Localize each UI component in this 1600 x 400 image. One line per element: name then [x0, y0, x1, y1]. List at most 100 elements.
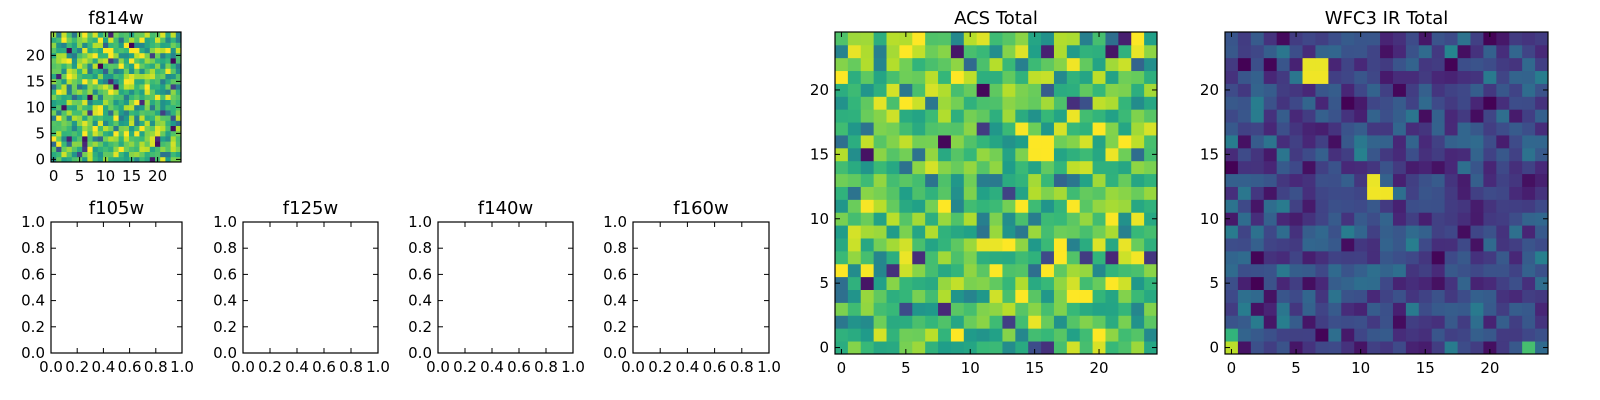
heatmap-cell	[1496, 341, 1510, 355]
heatmap-cell	[1263, 315, 1278, 329]
heatmap-cell	[113, 89, 119, 95]
heatmap-cell	[886, 225, 900, 239]
heatmap-cell	[61, 151, 67, 158]
heatmap-cell	[149, 58, 156, 64]
heatmap-cell	[1302, 328, 1316, 342]
heatmap-cell	[873, 160, 887, 175]
heatmap-cell	[108, 130, 114, 137]
heatmap-cell	[144, 120, 151, 126]
heatmap-cell	[1250, 225, 1265, 239]
heatmap-cell	[82, 99, 88, 106]
y-tick-label: 0.0	[213, 344, 237, 362]
heatmap-cell	[1028, 70, 1042, 84]
heatmap-cell	[938, 109, 952, 123]
heatmap-cell	[1496, 109, 1510, 123]
heatmap-cell	[77, 120, 83, 126]
heatmap-cell	[1341, 315, 1355, 329]
heatmap-cell	[1483, 109, 1497, 123]
heatmap-cell	[82, 73, 88, 80]
heatmap-cell	[1015, 57, 1029, 72]
heatmap-cell	[1470, 57, 1484, 72]
heatmap-cell	[1144, 44, 1158, 59]
heatmap-cell	[165, 32, 171, 38]
heatmap-cell	[925, 160, 939, 175]
heatmap-cell	[1470, 122, 1484, 136]
heatmap-cell	[1263, 212, 1278, 226]
heatmap-cell	[165, 99, 171, 106]
heatmap-cell	[175, 151, 182, 158]
heatmap-cell	[899, 44, 913, 59]
heatmap-cell	[925, 199, 939, 213]
heatmap-cell	[1367, 57, 1381, 72]
heatmap-cell	[1470, 289, 1484, 303]
heatmap-cell	[1079, 32, 1093, 46]
heatmap-cell	[71, 78, 78, 85]
heatmap-cell	[1509, 289, 1523, 303]
heatmap-cell	[1225, 109, 1239, 123]
heatmap-cell	[92, 136, 99, 142]
heatmap-cell	[160, 84, 166, 90]
heatmap-cell	[1105, 276, 1119, 290]
x-tick-label: 0.0	[621, 358, 645, 376]
heatmap-cell	[1522, 289, 1536, 303]
heatmap-cell	[87, 94, 93, 100]
heatmap-cell	[860, 212, 875, 226]
heatmap-cell	[1354, 96, 1368, 110]
heatmap-cell	[1444, 225, 1458, 239]
heatmap-cell	[1041, 341, 1055, 355]
heatmap-cell	[1289, 315, 1303, 329]
heatmap-cell	[71, 32, 78, 38]
heatmap-cell	[1405, 147, 1420, 162]
heatmap-cell	[1328, 212, 1342, 226]
heatmap-cell	[835, 276, 849, 290]
heatmap-cell	[1509, 32, 1523, 46]
heatmap-cell	[77, 136, 83, 142]
heatmap-cell	[92, 151, 99, 158]
heatmap-cell	[160, 89, 166, 95]
heatmap-cell	[1144, 315, 1158, 329]
heatmap-cell	[118, 52, 125, 59]
heatmap-cell	[170, 32, 177, 38]
heatmap-cell	[1066, 83, 1081, 97]
heatmap-cell	[835, 44, 849, 59]
heatmap-cell	[1483, 173, 1497, 187]
heatmap-cell	[77, 130, 83, 137]
heatmap-cell	[1105, 44, 1119, 59]
heatmap-cell	[1118, 276, 1132, 290]
heatmap-cell	[950, 160, 965, 175]
heatmap-cell	[1431, 109, 1446, 123]
heatmap-cell	[103, 130, 109, 137]
heatmap-cell	[899, 328, 913, 342]
heatmap-cell	[1276, 328, 1290, 342]
heatmap-cell	[149, 52, 156, 59]
heatmap-cell	[71, 136, 78, 142]
heatmap-cell	[77, 42, 83, 48]
heatmap-cell	[989, 238, 1003, 252]
heatmap-cell	[1028, 32, 1042, 46]
heatmap-cell	[847, 341, 862, 355]
heatmap-cell	[77, 78, 83, 85]
heatmap-cell	[912, 147, 926, 162]
heatmap-cell	[963, 57, 978, 72]
heatmap-cell	[165, 110, 171, 116]
heatmap-cell	[139, 110, 145, 116]
heatmap-cell	[1041, 96, 1055, 110]
heatmap-cell	[97, 58, 104, 64]
heatmap-cell	[938, 341, 952, 355]
heatmap-cell	[103, 58, 109, 64]
heatmap-cell	[170, 151, 177, 158]
heatmap-cell	[886, 83, 900, 97]
heatmap-cell	[82, 68, 88, 74]
heatmap-cell	[1354, 186, 1368, 200]
heatmap-cell	[56, 89, 62, 95]
heatmap-cell	[175, 63, 182, 69]
heatmap-cell	[66, 151, 73, 158]
heatmap-cell	[1118, 160, 1132, 175]
heatmap-cell	[912, 96, 926, 110]
heatmap-cell	[1289, 238, 1303, 252]
heatmap-cell	[66, 84, 73, 90]
heatmap-cell	[1276, 212, 1290, 226]
heatmap-cell	[129, 130, 135, 137]
heatmap-cell	[61, 68, 67, 74]
heatmap-cell	[1002, 199, 1016, 213]
